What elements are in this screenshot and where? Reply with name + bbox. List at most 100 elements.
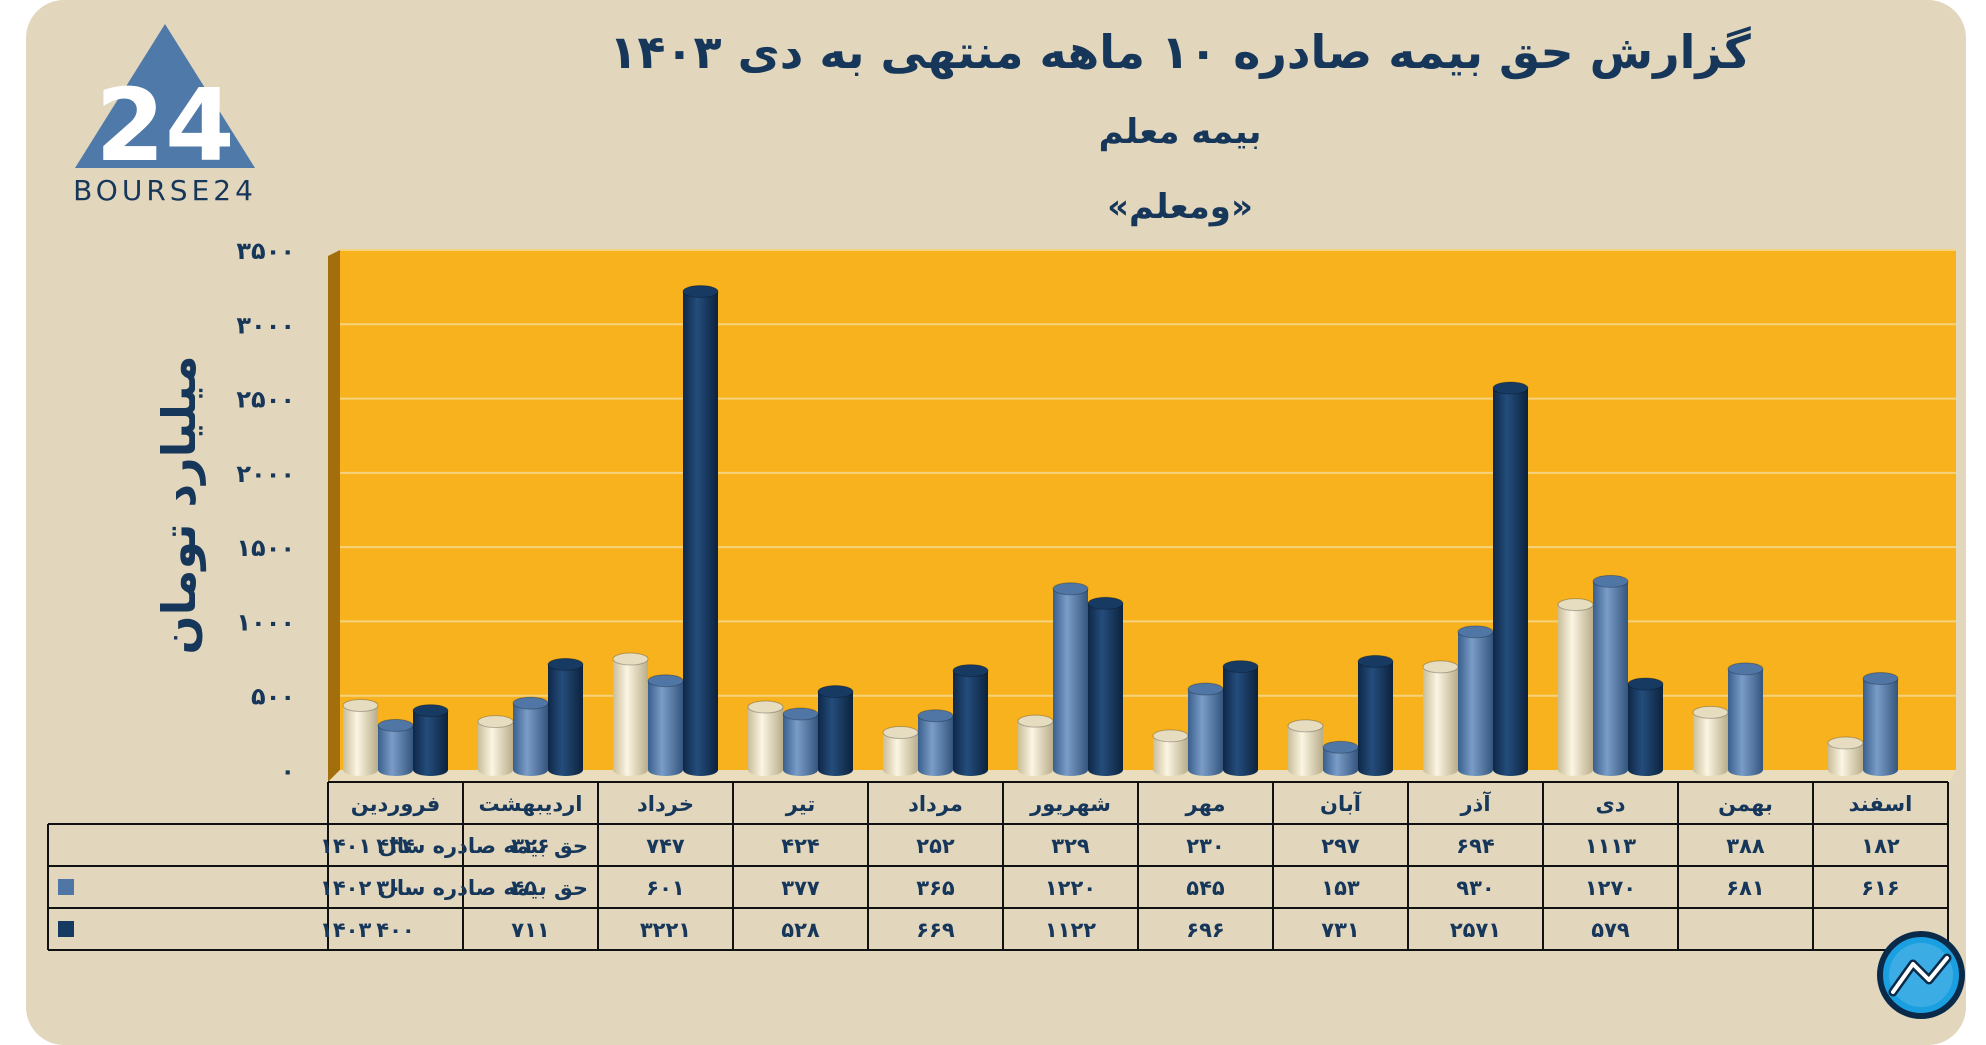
bar-base [513, 764, 548, 776]
bar [1288, 725, 1323, 770]
data-label: ۴۲۴ [781, 834, 820, 858]
bar-base [1153, 764, 1188, 776]
bar [378, 725, 413, 770]
bar-cap [547, 657, 584, 671]
bar [783, 713, 818, 770]
bar [478, 721, 513, 770]
bar-cap [817, 685, 854, 699]
x-tick-label: شهریور [1029, 792, 1111, 816]
data-label: ۱۲۲۰ [1045, 876, 1096, 900]
bar [1323, 747, 1358, 770]
y-tick-label: ۰ [280, 757, 295, 785]
bar [1863, 678, 1898, 770]
bar [748, 707, 783, 770]
chart-title: گزارش حق بیمه صادره ۱۰ ماهه منتهی به دی … [609, 25, 1751, 79]
data-label: ۳۷۷ [781, 876, 820, 900]
bar-cap [782, 707, 819, 721]
bar-cap [612, 652, 649, 666]
bar-cap [1152, 729, 1189, 743]
bar-base [1458, 764, 1493, 776]
bar [1593, 581, 1628, 770]
bar-cap [342, 699, 379, 713]
chart-subtitle: بیمه معلم [1099, 112, 1262, 152]
bar-base [1863, 764, 1898, 776]
data-label: ۴۵۰ [511, 876, 549, 900]
data-label: ۳۲۲۱ [640, 918, 691, 942]
x-tick-label: دی [1595, 792, 1625, 816]
bar-cap [1727, 662, 1764, 676]
bar-base [918, 764, 953, 776]
data-label: ۲۹۷ [1321, 834, 1360, 858]
y-tick-label: ۵۰۰ [251, 683, 295, 711]
data-label: ۳۲۶ [511, 834, 549, 858]
data-label: ۶۹۴ [1456, 834, 1495, 858]
bar-base [818, 764, 853, 776]
bar-cap [1592, 574, 1629, 588]
bar [343, 705, 378, 770]
data-label: ۳۸۸ [1726, 834, 1765, 858]
data-label: ۳۲۹ [1051, 834, 1090, 858]
data-label: ۷۱۱ [511, 918, 549, 942]
y-tick-label: ۲۵۰۰ [236, 386, 295, 414]
bar-base [1358, 764, 1393, 776]
bar-cap [917, 709, 954, 723]
bar-cap [647, 674, 684, 688]
bar-cap [1492, 381, 1529, 395]
y-tick-label: ۳۰۰۰ [236, 311, 295, 339]
x-tick-label: اسفند [1849, 792, 1913, 816]
bar-cap [1692, 705, 1729, 719]
data-label: ۱۱۱۳ [1585, 834, 1636, 858]
legend-label: ۱۴۰۳ [320, 918, 371, 942]
bar-cap [1017, 714, 1054, 728]
data-label: ۲۵۷۱ [1450, 918, 1501, 942]
y-tick-label: ۱۰۰۰ [236, 608, 295, 636]
bar-base [1288, 764, 1323, 776]
data-label: ۶۱۶ [1861, 876, 1899, 900]
data-table: فروردین اردیبهشت خرداد تیر مرداد شهریور مهر آبا… [47, 781, 1949, 951]
bar-base [1423, 764, 1458, 776]
bar-base [378, 764, 413, 776]
bar-cap [1187, 682, 1224, 696]
bar [818, 691, 853, 770]
plot-area [340, 250, 1956, 770]
bar-base [1018, 764, 1053, 776]
data-label: ۷۳۱ [1321, 918, 1359, 942]
x-tick-label: فروردین [351, 792, 441, 816]
bar [1728, 668, 1763, 770]
bar-cap [952, 664, 989, 678]
bar-cap [1357, 654, 1394, 668]
data-label: ۴۳۴ [376, 834, 415, 858]
bar-base [1693, 764, 1728, 776]
bar-base [683, 764, 718, 776]
data-label: ۱۵۳ [1321, 876, 1360, 900]
data-label: ۱۱۲۲ [1045, 918, 1096, 942]
logo-text: BOURSE24 [73, 174, 257, 207]
bar [883, 732, 918, 770]
bar-cap [1322, 740, 1359, 754]
x-tick-label: مرداد [908, 792, 963, 816]
bar [1458, 631, 1493, 770]
bar [1018, 721, 1053, 770]
chart-subtitle-2: «ومعلم» [1107, 187, 1253, 227]
bar-cap [682, 284, 719, 298]
bar-base [783, 764, 818, 776]
grid-lines [340, 249, 1956, 697]
bar-base [1053, 764, 1088, 776]
bar-cap [377, 718, 414, 732]
data-label: ۲۳۰ [1186, 834, 1224, 858]
bar [548, 664, 583, 770]
data-label: ۵۴۵ [1186, 876, 1225, 900]
bar-cap [1457, 625, 1494, 639]
data-label: ۹۳۰ [1456, 876, 1494, 900]
legend-label: حق بیمه صادره سال ۱۴۰۱ [320, 834, 588, 858]
bar [1053, 588, 1088, 770]
bar [1628, 683, 1663, 770]
bar [1358, 661, 1393, 770]
logo-triangle [75, 24, 255, 168]
data-label: ۱۸۲ [1861, 834, 1900, 858]
bar-base [1628, 764, 1663, 776]
bar-cap [1827, 736, 1864, 750]
bar-base [1828, 764, 1863, 776]
bar [683, 291, 718, 770]
bar [513, 703, 548, 770]
